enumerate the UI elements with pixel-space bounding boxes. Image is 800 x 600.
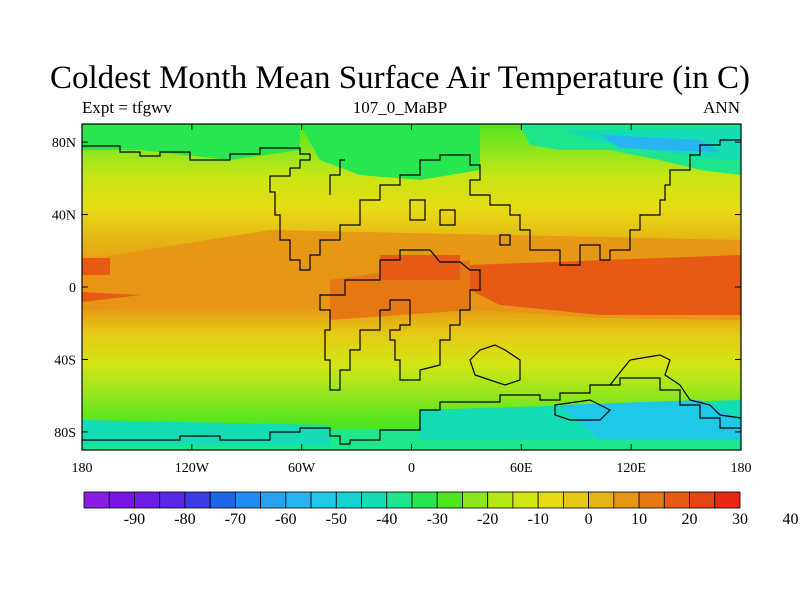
lon-tick-label: 180 [72,461,93,476]
lat-tick-label: 0 [69,281,76,296]
colorbar-swatch [335,491,362,509]
lon-tick-label: 60W [288,461,316,476]
coastlines [82,139,741,445]
colorbar-label: -20 [477,511,498,528]
lon-tick-label: 180 [731,461,752,476]
colorbar-swatch [613,491,640,509]
lon-tick-label: 120E [616,461,646,476]
lon-tick-label: 0 [408,461,415,476]
colorbar: -90-80-70-60-50-40-30-20-1001020304050 [83,491,798,528]
colorbar-swatch [108,491,135,509]
colorbar-swatch [83,491,110,509]
map-title: Coldest Month Mean Surface Air Temperatu… [50,60,750,96]
temperature-field [82,124,741,450]
colorbar-label: -40 [376,511,397,528]
colorbar-label: 40 [782,511,798,528]
colorbar-swatch [588,491,615,509]
colorbar-swatch [462,491,489,509]
colorbar-label: 10 [631,511,647,528]
colorbar-swatch [159,491,186,509]
season-label: ANN [703,98,740,117]
lon-tick-label: 120W [175,461,210,476]
colorbar-swatch [184,491,211,509]
lat-tick-label: 80N [52,136,76,151]
longitude-ticks: 180 120W 60W 0 60E 120E 180 [72,124,752,476]
colorbar-swatch [411,491,438,509]
colorbar-label: -50 [326,511,347,528]
colorbar-swatch [260,491,287,509]
colorbar-swatch [689,491,716,509]
colorbar-label: -10 [527,511,548,528]
colorbar-swatch [436,491,463,509]
colorbar-swatch [386,491,413,509]
lat-tick-label: 40S [54,353,76,368]
colorbar-swatch [234,491,262,509]
colorbar-swatch [487,491,514,509]
colorbar-label: 20 [682,511,698,528]
colorbar-swatch [562,491,590,509]
lat-tick-label: 40N [52,209,76,224]
latitude-ticks: 80N 40N 0 40S 80S [52,136,741,441]
colorbar-label: -90 [124,511,145,528]
colorbar-swatch [714,491,741,509]
colorbar-swatch [638,491,665,509]
colorbar-swatch [134,491,161,509]
colorbar-label: -60 [275,511,296,528]
experiment-label: Expt = tfgwv [82,98,172,117]
colorbar-label: -70 [225,511,246,528]
lon-tick-label: 60E [510,461,533,476]
colorbar-label: 0 [585,511,593,528]
colorbar-swatch [537,491,564,509]
colorbar-swatch [285,491,312,509]
colorbar-swatch [663,491,690,509]
colorbar-swatch [310,491,337,509]
colorbar-swatch [512,491,539,509]
colorbar-label: -30 [427,511,448,528]
colorbar-label: 30 [732,511,748,528]
lat-tick-label: 80S [54,426,76,441]
colorbar-swatch [209,491,236,509]
colorbar-label: -80 [174,511,195,528]
colorbar-swatch [361,491,388,509]
period-label: 107_0_MaBP [352,98,448,117]
